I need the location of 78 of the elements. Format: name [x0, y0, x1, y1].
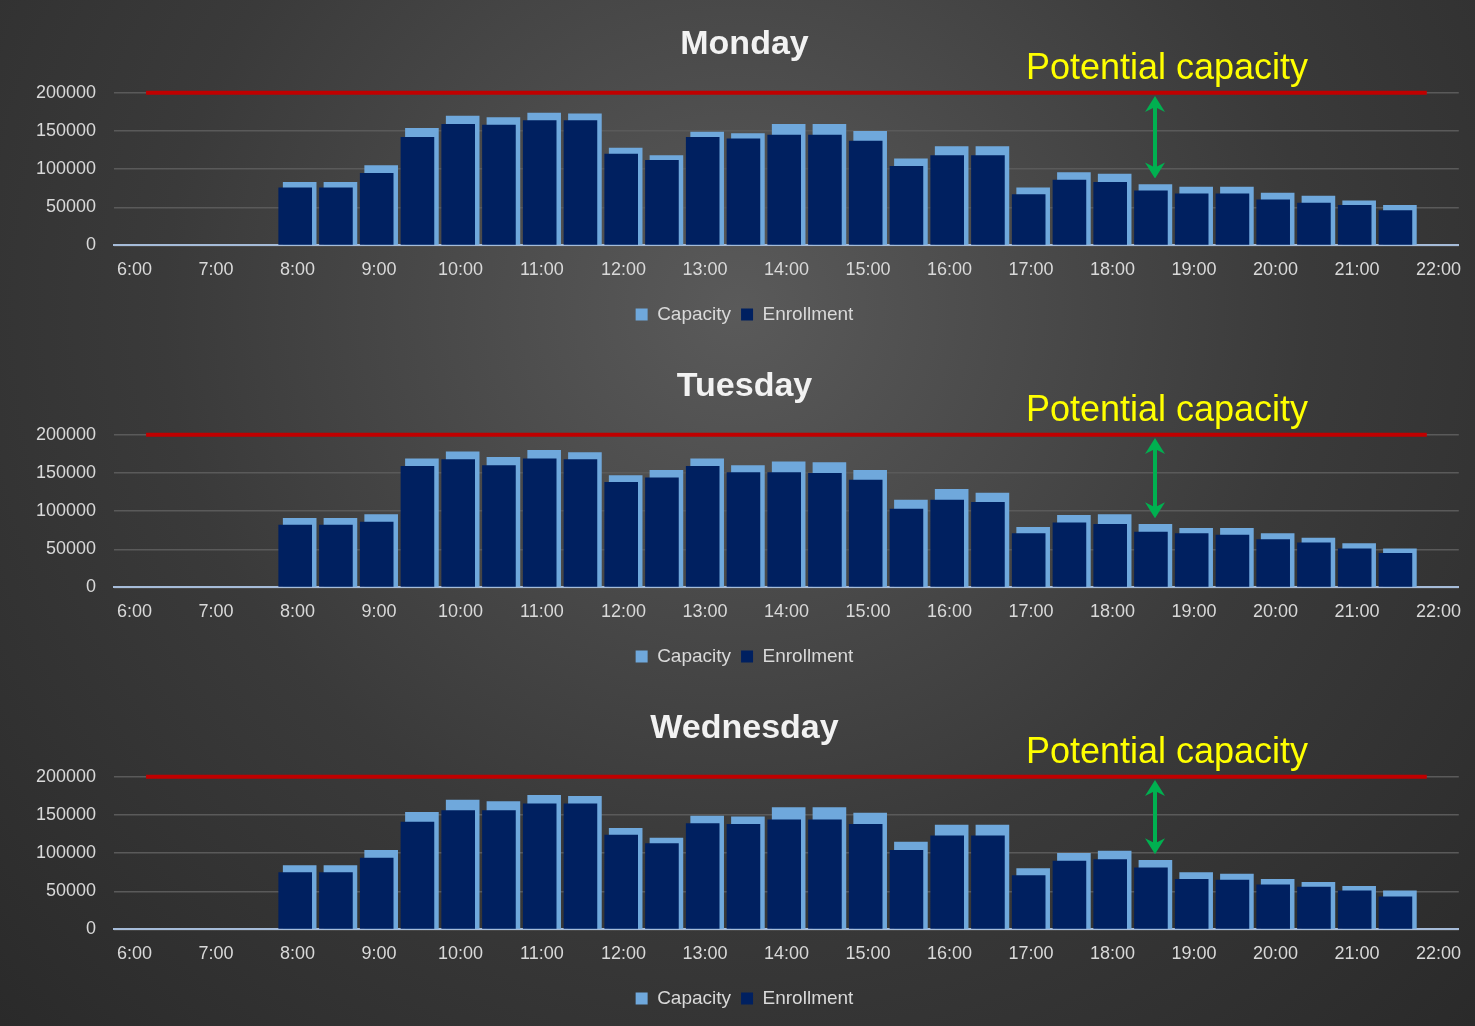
y-tick-label: 0 — [86, 576, 97, 597]
y-tick-label: 0 — [86, 918, 97, 939]
y-tick-label: 150000 — [35, 803, 97, 824]
y-tick-label: 50000 — [46, 196, 97, 217]
x-tick-label: 6:00 — [116, 601, 152, 622]
x-tick-label: 8:00 — [279, 259, 315, 280]
x-tick-label: 10:00 — [437, 259, 483, 280]
x-tick-label: 8:00 — [279, 943, 315, 964]
ref-line-label: Potential capacity — [1025, 729, 1309, 771]
x-tick-label: 10:00 — [437, 601, 483, 622]
x-tick-label: 15:00 — [845, 943, 891, 964]
chart-title: Wednesday — [650, 706, 839, 745]
x-tick-label: 22:00 — [1415, 943, 1461, 964]
x-tick-label: 7:00 — [198, 601, 234, 622]
x-tick-label: 20:00 — [1252, 943, 1298, 964]
x-tick-label: 20:00 — [1252, 259, 1298, 280]
legend-label: Enrollment — [762, 644, 855, 666]
x-tick-label: 13:00 — [682, 601, 728, 622]
y-tick-label: 0 — [86, 234, 97, 255]
x-tick-label: 20:00 — [1252, 601, 1298, 622]
chart-title: Tuesday — [676, 364, 813, 403]
x-tick-label: 16:00 — [926, 259, 972, 280]
y-tick-label: 200000 — [35, 423, 97, 444]
x-tick-label: 18:00 — [1089, 943, 1135, 964]
x-tick-label: 6:00 — [116, 259, 152, 280]
x-tick-label: 17:00 — [1008, 943, 1054, 964]
x-tick-label: 7:00 — [198, 943, 234, 964]
x-tick-label: 11:00 — [520, 943, 564, 964]
x-tick-label: 11:00 — [520, 259, 564, 280]
x-tick-label: 11:00 — [520, 601, 564, 622]
ref-line-label: Potential capacity — [1025, 45, 1309, 87]
x-tick-label: 13:00 — [682, 259, 728, 280]
x-tick-label: 21:00 — [1334, 943, 1380, 964]
y-tick-label: 100000 — [35, 158, 97, 179]
legend-label: Capacity — [657, 986, 732, 1008]
y-tick-label: 150000 — [35, 461, 97, 482]
x-tick-label: 14:00 — [763, 601, 809, 622]
x-tick-label: 12:00 — [600, 601, 646, 622]
x-tick-label: 19:00 — [1171, 259, 1217, 280]
x-tick-label: 22:00 — [1415, 259, 1461, 280]
x-tick-label: 10:00 — [437, 943, 483, 964]
x-tick-label: 13:00 — [682, 943, 728, 964]
y-tick-label: 200000 — [35, 765, 97, 786]
x-tick-label: 12:00 — [600, 259, 646, 280]
x-tick-label: 21:00 — [1334, 259, 1380, 280]
y-tick-label: 100000 — [35, 842, 97, 863]
legend-label: Capacity — [657, 302, 732, 324]
x-tick-label: 14:00 — [763, 943, 809, 964]
x-tick-label: 17:00 — [1008, 259, 1054, 280]
x-tick-label: 18:00 — [1089, 601, 1135, 622]
x-tick-label: 17:00 — [1008, 601, 1054, 622]
x-tick-label: 19:00 — [1171, 601, 1217, 622]
x-tick-label: 9:00 — [361, 259, 397, 280]
x-tick-label: 16:00 — [926, 943, 972, 964]
chart-title: Monday — [680, 22, 809, 61]
y-tick-label: 150000 — [35, 119, 97, 140]
x-tick-label: 21:00 — [1334, 601, 1380, 622]
x-tick-label: 14:00 — [763, 259, 809, 280]
x-tick-label: 9:00 — [361, 943, 397, 964]
y-tick-label: 50000 — [46, 880, 97, 901]
x-tick-label: 15:00 — [845, 259, 891, 280]
x-tick-label: 8:00 — [279, 601, 315, 622]
legend-label: Capacity — [657, 644, 732, 666]
y-tick-label: 200000 — [35, 81, 97, 102]
x-tick-label: 6:00 — [116, 943, 152, 964]
x-tick-label: 18:00 — [1089, 259, 1135, 280]
x-tick-label: 19:00 — [1171, 943, 1217, 964]
x-tick-label: 16:00 — [926, 601, 972, 622]
legend-label: Enrollment — [762, 302, 855, 324]
x-tick-label: 7:00 — [198, 259, 234, 280]
y-tick-label: 50000 — [46, 538, 97, 559]
y-tick-label: 100000 — [35, 500, 97, 521]
x-tick-label: 22:00 — [1415, 601, 1461, 622]
x-tick-label: 12:00 — [600, 943, 646, 964]
legend-label: Enrollment — [762, 986, 855, 1008]
ref-line-label: Potential capacity — [1025, 387, 1309, 429]
x-tick-label: 15:00 — [845, 601, 891, 622]
x-tick-label: 9:00 — [361, 601, 397, 622]
